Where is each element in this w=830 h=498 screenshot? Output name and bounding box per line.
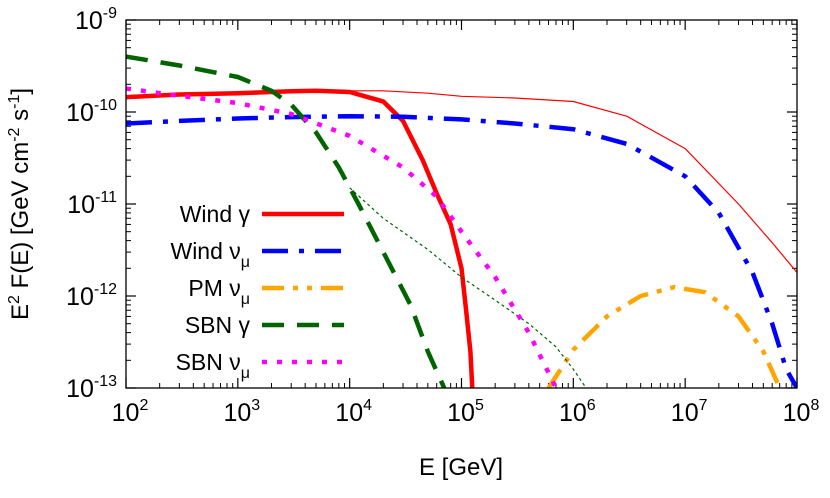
x-tick-label: 108 xyxy=(783,397,820,427)
y-axis-label: E2 F(E) [GeV cm-2 s-1] xyxy=(6,88,34,320)
legend-label: PM νμ xyxy=(188,275,250,308)
y-tick-label: 10-9 xyxy=(75,5,117,35)
legend-label: Wind νμ xyxy=(170,238,250,271)
y-tick-label: 10-10 xyxy=(66,97,117,127)
y-tick-label: 10-11 xyxy=(67,189,117,219)
series-line-5 xyxy=(349,187,587,388)
x-axis: 102 103 104 105 106 107 108 xyxy=(112,20,820,427)
legend-label: SBN γ xyxy=(185,312,251,338)
y-tick-label: 10-12 xyxy=(66,281,117,311)
legend: Wind γ Wind νμ PM νμ SBN γ SBN νμ xyxy=(170,201,344,382)
series-layer xyxy=(126,54,797,388)
legend-label: Wind γ xyxy=(180,201,251,227)
x-tick-label: 103 xyxy=(223,397,260,427)
series-line-0 xyxy=(126,88,475,388)
series-line-1 xyxy=(316,90,797,273)
series-line-4 xyxy=(126,54,447,388)
x-tick-label: 102 xyxy=(112,397,149,427)
y-tick-label: 10-13 xyxy=(66,373,117,403)
x-tick-label: 105 xyxy=(447,397,484,427)
series-line-3 xyxy=(546,284,782,388)
x-tick-label: 107 xyxy=(671,397,708,427)
x-tick-label: 104 xyxy=(335,397,372,427)
series-line-6 xyxy=(126,86,559,388)
legend-label: SBN νμ xyxy=(176,349,250,382)
x-tick-label: 106 xyxy=(559,397,596,427)
x-axis-label: E [GeV] xyxy=(419,454,503,481)
plot-frame xyxy=(125,19,798,389)
